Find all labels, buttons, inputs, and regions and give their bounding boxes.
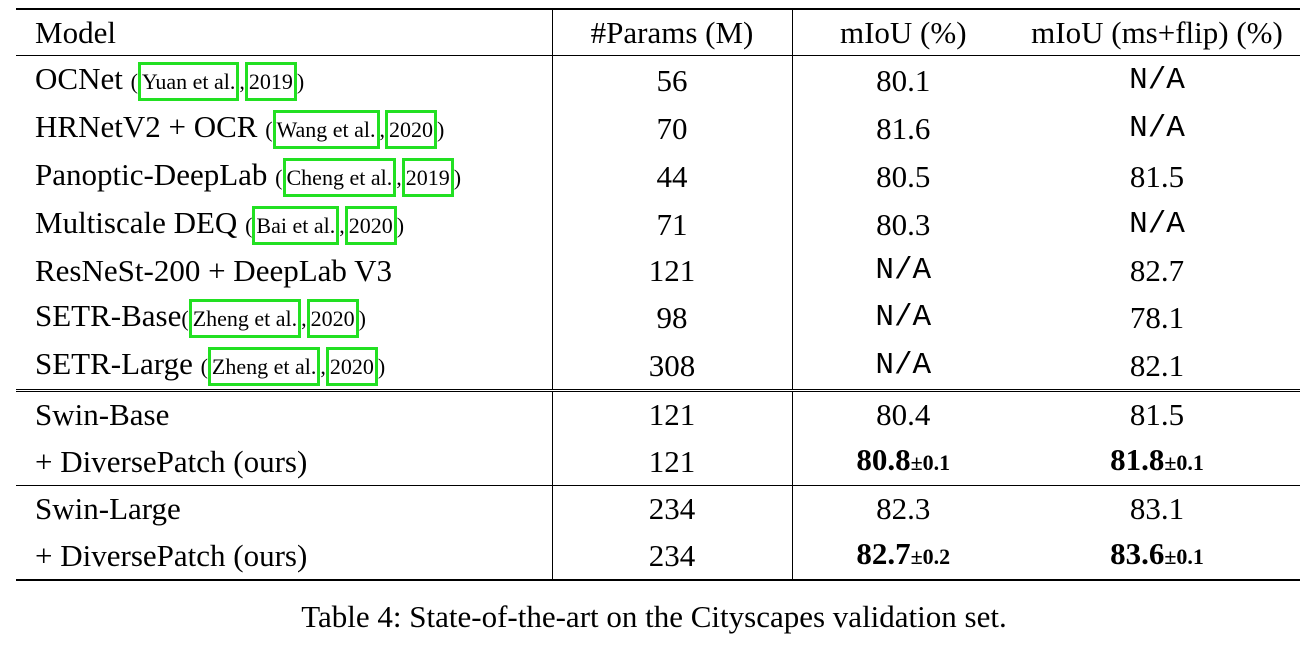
table-row: Swin-Base 121 80.4 81.5 [16, 389, 1300, 437]
table-row: ResNeSt-200 + DeepLab V3 121 N/A 82.7 [16, 248, 1300, 293]
model-name: HRNetV2 + OCR [35, 109, 258, 144]
citation-year-link[interactable]: 2020 [344, 206, 397, 245]
model-cell: SETR-Base(Zheng et al., 2020) [16, 293, 553, 341]
params-cell: 234 [552, 531, 793, 581]
miou-cell: 80.5 [876, 158, 931, 194]
citation-year-link[interactable]: 2020 [306, 299, 359, 338]
miou-cell: 82.7±0.2 [792, 531, 1014, 581]
citation: (Wang et al., 2020) [265, 110, 444, 149]
table-row: Multiscale DEQ (Bai et al., 2020) 71 80.3… [16, 200, 1300, 248]
model-cell: OCNet (Yuan et al., 2019) [16, 55, 553, 104]
params-cell: 308 [552, 341, 793, 391]
citation-year-link[interactable]: 2019 [401, 158, 454, 197]
model-name: SETR-Base [35, 298, 182, 333]
params-cell: 71 [552, 200, 793, 248]
miou-cell: N/A [875, 299, 932, 335]
miou-cell: 80.1 [876, 62, 931, 98]
model-cell: Swin-Large [16, 485, 553, 531]
citation-author-link[interactable]: Wang et al. [272, 110, 380, 149]
citation-year-link[interactable]: 2020 [385, 110, 438, 149]
miou-cell: 80.8±0.1 [792, 437, 1014, 486]
citation-author-link[interactable]: Yuan et al. [137, 62, 240, 101]
model-name: Swin-Base [35, 397, 170, 432]
model-name: + DiversePatch (ours) [35, 537, 308, 573]
miou-ms-cell: 82.7 [1129, 253, 1185, 288]
miou-value: 80.8 [856, 442, 911, 477]
params-cell: 70 [552, 104, 793, 152]
miou-ms-value: 83.6 [1110, 536, 1165, 571]
miou-std: ±0.1 [910, 450, 951, 475]
model-cell: SETR-Large (Zheng et al., 2020) [16, 341, 553, 391]
miou-cell: N/A [875, 347, 932, 383]
table-header-row: Model #Params (M) mIoU (%) mIoU (ms+flip… [16, 8, 1300, 56]
miou-cell: 81.6 [876, 110, 931, 146]
model-name: Multiscale DEQ [35, 205, 238, 240]
table-row: SETR-Base(Zheng et al., 2020) 98 N/A 78.1 [16, 293, 1300, 341]
table-row: Panoptic-DeepLab (Cheng et al., 2019) 44 … [16, 152, 1300, 200]
model-cell: ResNeSt-200 + DeepLab V3 [16, 248, 553, 293]
miou-ms-cell: 78.1 [1129, 299, 1185, 335]
miou-ms-std: ±0.1 [1164, 544, 1204, 569]
citation-author-link[interactable]: Zheng et al. [207, 347, 321, 386]
header-miou-ms-flip: mIoU (ms+flip) (%) [1014, 8, 1300, 56]
miou-ms-std: ±0.1 [1164, 450, 1204, 475]
citation: (Cheng et al., 2019) [275, 158, 461, 197]
table-row: + DiversePatch (ours) 234 82.7±0.2 83.6±… [16, 531, 1300, 581]
miou-ms-cell: 82.1 [1129, 347, 1185, 383]
header-params: #Params (M) [552, 8, 793, 56]
citation-author-link[interactable]: Bai et al. [252, 206, 340, 245]
miou-cell: N/A [875, 253, 932, 288]
miou-ms-cell: 83.6±0.1 [1014, 531, 1300, 581]
table-row: Swin-Large 234 82.3 83.1 [16, 485, 1300, 531]
params-cell: 98 [552, 293, 793, 341]
params-cell: 56 [552, 55, 793, 104]
miou-ms-cell: N/A [1129, 62, 1185, 98]
model-name: + DiversePatch (ours) [35, 443, 308, 479]
model-cell: Swin-Base [16, 389, 553, 437]
citation-year-link[interactable]: 2020 [325, 347, 378, 386]
miou-ms-cell: N/A [1129, 110, 1185, 146]
header-miou: mIoU (%) [792, 8, 1014, 56]
model-cell: + DiversePatch (ours) [16, 531, 553, 581]
table-caption: Table 4: State-of-the-art on the Citysca… [301, 599, 1007, 634]
citation: (Yuan et al., 2019) [131, 62, 304, 101]
miou-ms-cell: N/A [1129, 206, 1185, 242]
citation-author-link[interactable]: Cheng et al. [282, 158, 397, 197]
model-name: OCNet [35, 61, 123, 96]
table-row: HRNetV2 + OCR (Wang et al., 2020) 70 81.6… [16, 104, 1300, 152]
miou-cell: 82.3 [876, 491, 931, 526]
miou-ms-cell: 81.8±0.1 [1014, 437, 1300, 486]
model-cell: Multiscale DEQ (Bai et al., 2020) [16, 200, 553, 248]
model-cell: HRNetV2 + OCR (Wang et al., 2020) [16, 104, 553, 152]
model-cell: + DiversePatch (ours) [16, 437, 553, 486]
params-cell: 121 [552, 389, 793, 437]
results-table: Model #Params (M) mIoU (%) mIoU (ms+flip… [16, 8, 1300, 581]
miou-cell: 80.4 [792, 389, 1014, 437]
model-name: SETR-Large [35, 346, 193, 381]
miou-ms-cell: 81.5 [1014, 389, 1300, 437]
miou-std: ±0.2 [910, 544, 951, 569]
citation: (Zheng et al., 2020) [181, 299, 366, 338]
citation: (Bai et al., 2020) [245, 206, 404, 245]
model-name: Panoptic-DeepLab [35, 157, 268, 192]
table-row: SETR-Large (Zheng et al., 2020) 308 N/A 8… [16, 341, 1300, 391]
params-cell: 234 [552, 485, 793, 531]
miou-ms-cell: 81.5 [1129, 158, 1185, 194]
table-row: + DiversePatch (ours) 121 80.8±0.1 81.8±… [16, 437, 1300, 486]
params-cell: 121 [552, 248, 793, 293]
model-name: Swin-Large [35, 491, 181, 526]
miou-ms-cell: 83.1 [1129, 491, 1185, 526]
miou-value: 82.7 [856, 536, 911, 571]
header-model: Model [16, 8, 553, 56]
params-cell: 44 [552, 152, 793, 200]
model-cell: Panoptic-DeepLab (Cheng et al., 2019) [16, 152, 553, 200]
table-row: OCNet (Yuan et al., 2019) 56 80.1 N/A [16, 55, 1300, 104]
citation-year-link[interactable]: 2019 [244, 62, 297, 101]
citation: (Zheng et al., 2020) [201, 347, 385, 386]
miou-cell: 80.3 [876, 206, 931, 242]
model-name: ResNeSt-200 + DeepLab V3 [35, 253, 392, 288]
params-cell: 121 [552, 437, 793, 486]
citation-author-link[interactable]: Zheng et al. [188, 299, 302, 338]
miou-ms-value: 81.8 [1110, 442, 1165, 477]
